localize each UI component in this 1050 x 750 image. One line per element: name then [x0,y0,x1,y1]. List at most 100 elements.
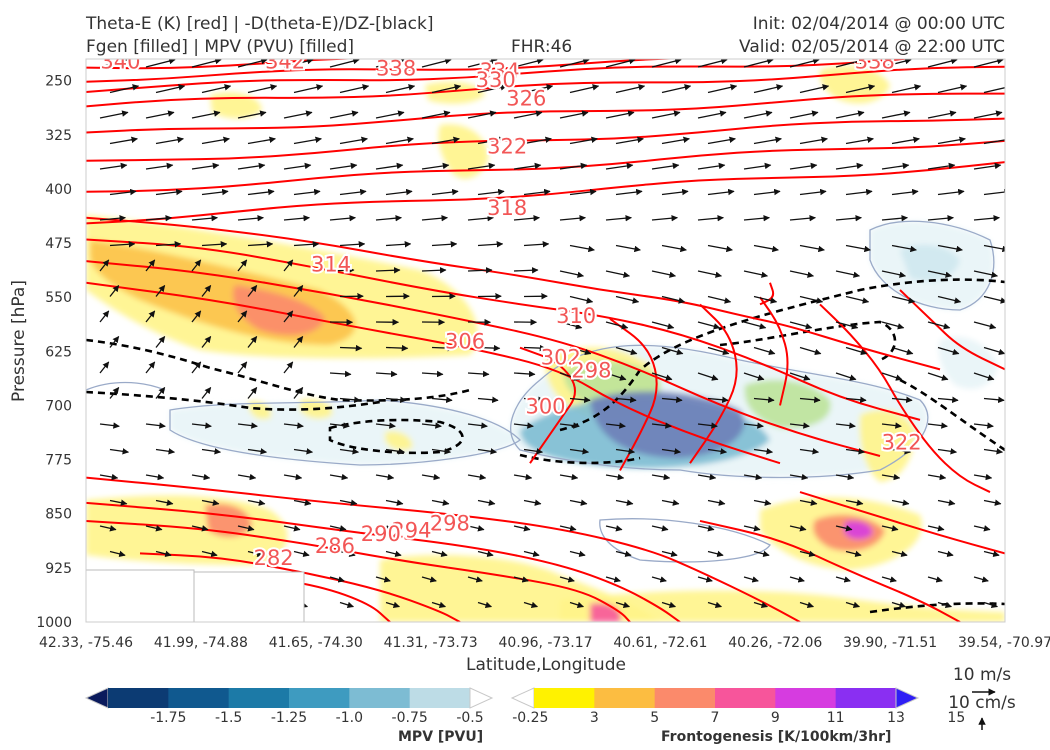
wind-vector [109,188,137,196]
colorbar-extend-low [84,687,109,709]
wind-vector [789,270,815,278]
wind-vector [569,499,588,506]
wind-vector [891,136,920,145]
colorbar-segment [835,688,897,708]
wind-vector [467,576,483,583]
wind-vector [615,601,630,609]
stability-contour [86,338,471,402]
wind-vector [339,550,356,558]
colorbar-extend-high [469,687,494,709]
colorbar-tick-label: 11 [827,710,845,726]
wind-vector [937,550,954,558]
wind-vector [559,110,589,119]
wind-vector [835,422,856,429]
wind-vector [477,396,499,404]
wind-vector [421,110,451,119]
wind-vector [155,550,172,558]
wind-vector [983,87,1005,94]
theta-e-contour [86,238,921,421]
wind-vector [559,525,577,532]
theta-e-contour [759,296,789,406]
stability-contour [719,320,897,362]
wind-vector [983,188,1005,196]
wind-vector [845,346,868,356]
wind-vector [329,214,356,222]
wind-vector [523,601,538,609]
theta-e-label: 300 [525,394,565,418]
wind-vector [375,473,395,481]
wind-vector [835,59,866,68]
colorbar-segment [168,688,230,708]
theta-e-label: 306 [445,330,485,354]
theta-e-contour [86,501,681,622]
wind-vector [937,499,956,506]
y-tick-label: 625 [45,344,72,360]
wind-vector [513,473,533,481]
wind-vector [99,59,130,68]
wind-vector [707,188,735,196]
init-time-label: Init: 02/04/2014 @ 00:00 UTC [752,14,1005,34]
wind-vector [339,241,366,248]
wind-vector [615,244,641,253]
wind-vector [523,84,554,94]
shaded-region [425,81,485,104]
wind-vector [109,285,120,297]
colorbar-tick-label: 5 [650,710,659,726]
colorbar-tick-label: -1.5 [215,710,242,726]
x-tick-label: 41.65, -74.30 [269,635,363,651]
wind-legend: 10 m/s 10 cm/s [948,665,1016,730]
wind-vector [431,136,460,145]
wind-vector [569,396,591,404]
wind-vector [237,259,248,272]
theta-e-contours [86,59,1005,622]
forecast-hour-label: FHR:46 [511,37,573,57]
wind-vector [559,422,580,429]
wind-vector [845,84,876,94]
x-tick-label: 39.90, -71.51 [843,635,937,651]
wind-vector [983,396,1005,404]
shaded-fields [86,65,1005,622]
wind-vector [467,110,497,119]
wind-vector [983,499,1002,506]
wind-vector [835,321,859,330]
colorbar-tick-label: 13 [887,710,905,726]
wind-vector [191,525,209,532]
wind-vector [431,188,459,196]
wind-vector [247,387,258,399]
wind-vector [247,285,258,297]
wind-vector [661,188,689,196]
mpv-contour-lines [86,220,995,563]
wind-vector [937,295,962,304]
wind-vector [145,361,156,374]
wind-vector [927,525,945,532]
wind-vector [431,601,446,609]
wind-vector [973,214,1000,222]
wind-vector [605,110,635,119]
wind-vector [523,448,544,455]
wind-vector [927,110,957,119]
wind-vector [881,473,901,481]
frontogenesis-colorbar: 3 5 7 9 11 13 15 [510,687,965,726]
wind-vector [99,473,119,481]
wind-vector [191,310,202,323]
wind-vector [789,59,820,68]
wind-vector [937,84,968,94]
wind-vector [799,188,827,196]
wind-vector [339,344,363,352]
wind-vector [661,136,690,145]
wind-vector [191,214,218,222]
theta-e-label: 298 [571,358,611,382]
wind-vector [513,214,540,222]
wind-vector [293,84,324,94]
chart-title-line2: Fgen [filled] | MPV (PVU) [filled] [86,37,355,57]
wind-vector [753,84,784,94]
colorbar-tick-label: -0.75 [392,710,428,726]
wind-vector [385,448,406,455]
wind-vector [201,336,212,348]
wind-vector [973,59,1004,68]
wind-vector [155,188,183,196]
shaded-region [248,401,272,420]
wind-vector [339,396,361,404]
wind-vector [467,370,490,378]
wind-vector [109,84,140,94]
